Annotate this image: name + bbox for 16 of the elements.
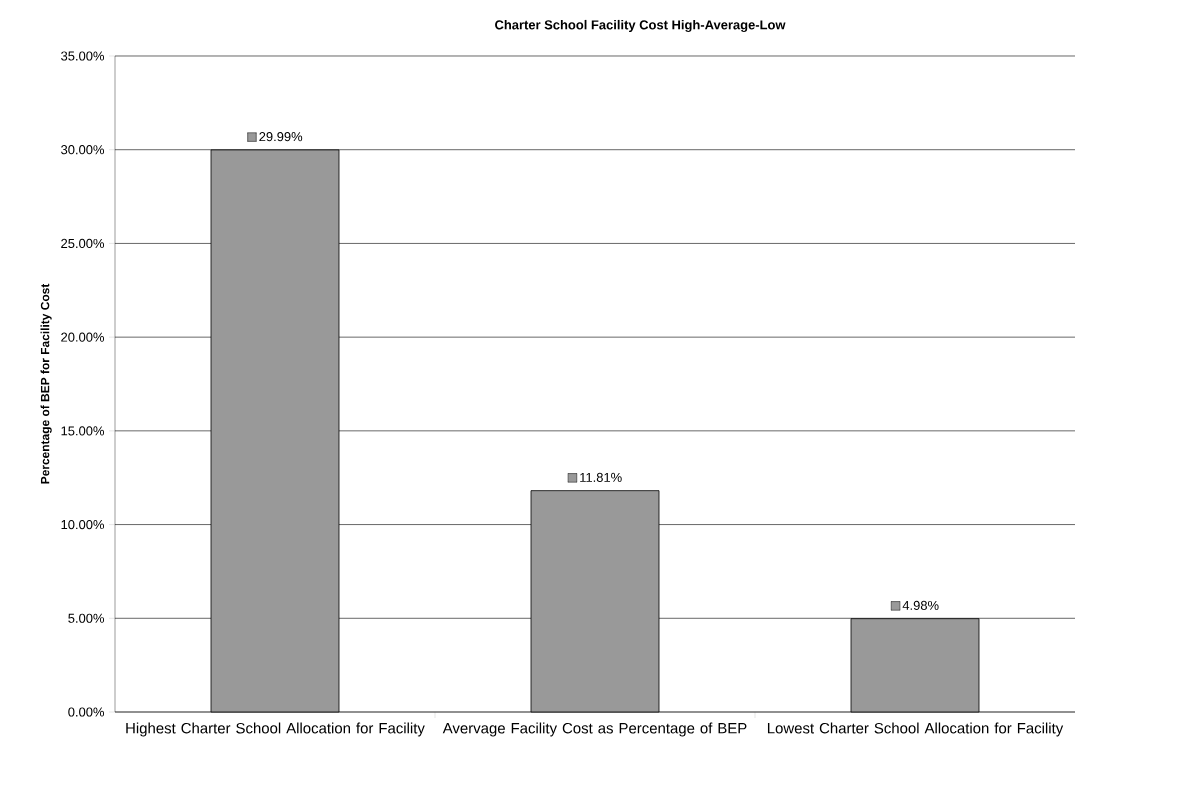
x-tick-label: Avervage Facility Cost as Percentage of BEP <box>442 722 747 737</box>
y-tick-label: 30.00% <box>61 145 105 155</box>
data-label: 29.99% <box>259 132 303 142</box>
chart-title: Charter School Facility Cost High-Average-Low <box>495 19 786 33</box>
data-label: 4.98% <box>902 600 939 610</box>
x-tick-label: Lowest Charter School Allocation for Facility <box>767 722 1064 737</box>
y-tick-label: 15.00% <box>61 426 105 436</box>
y-tick-label: 0.00% <box>68 707 105 717</box>
y-axis-title: Percentage of BEP for Facility Cost <box>40 283 52 484</box>
x-tick-label: Highest Charter School Allocation for Facility <box>126 722 425 737</box>
y-tick-label: 20.00% <box>61 332 105 342</box>
y-tick-label: 35.00% <box>61 51 105 61</box>
y-tick-label: 5.00% <box>68 613 105 623</box>
data-label: 11.81% <box>580 472 622 482</box>
y-tick-label: 10.00% <box>61 519 105 530</box>
y-tick-label: 25.00% <box>61 238 105 249</box>
